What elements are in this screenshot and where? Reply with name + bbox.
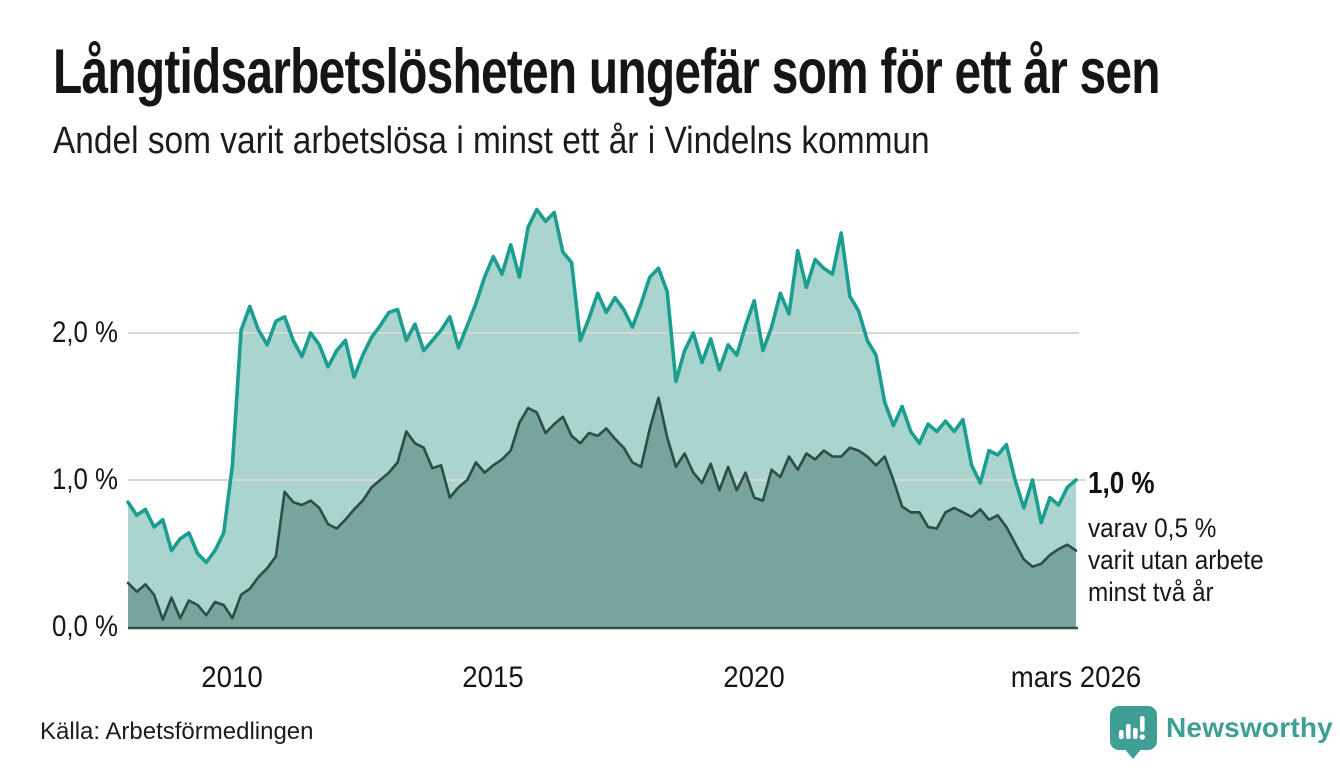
annotation-text: varav 0,5 % varit utan arbete minst två …: [1088, 512, 1264, 608]
y-axis-tick-2: 2,0 %: [52, 316, 118, 349]
annotation-line-1: varav 0,5 %: [1088, 513, 1217, 543]
annotation-line-3: minst två år: [1088, 577, 1214, 607]
logo-bar-small: [1119, 730, 1124, 739]
logo-bar-medium: [1133, 728, 1138, 739]
x-axis-tick-2020: 2020: [723, 661, 785, 694]
source-credit: Källa: Arbetsförmedlingen: [40, 718, 314, 745]
annotation-line-2: varit utan arbete: [1088, 545, 1264, 575]
y-axis-tick-1: 1,0 %: [52, 463, 118, 496]
page-subtitle: Andel som varit arbetslösa i minst ett å…: [53, 120, 930, 162]
newsworthy-wordmark: Newsworthy: [1166, 712, 1333, 743]
x-axis-tick-2015: 2015: [462, 661, 524, 694]
logo-exclamation-dot: [1139, 734, 1145, 740]
x-axis-tick-mars-2026: mars 2026: [1010, 661, 1142, 694]
series-2yr-area: [128, 397, 1076, 627]
series-1yr-line: [126, 207, 1078, 565]
x-axis-tick-2010: 2010: [201, 661, 263, 694]
newsworthy-logo-icon: [1110, 706, 1157, 759]
page-title: Långtidsarbetslösheten ungefär som för e…: [53, 37, 1161, 107]
logo-bar-tall: [1126, 724, 1131, 739]
latest-value-label: 1,0 %: [1088, 465, 1155, 500]
unemployment-area-chart: [126, 207, 1086, 630]
series-2yr-line: [126, 396, 1078, 621]
y-axis-tick-0: 0,0 %: [52, 610, 118, 643]
logo-exclamation-bar: [1140, 716, 1145, 732]
newsworthy-branding: Newsworthy: [1110, 706, 1333, 760]
